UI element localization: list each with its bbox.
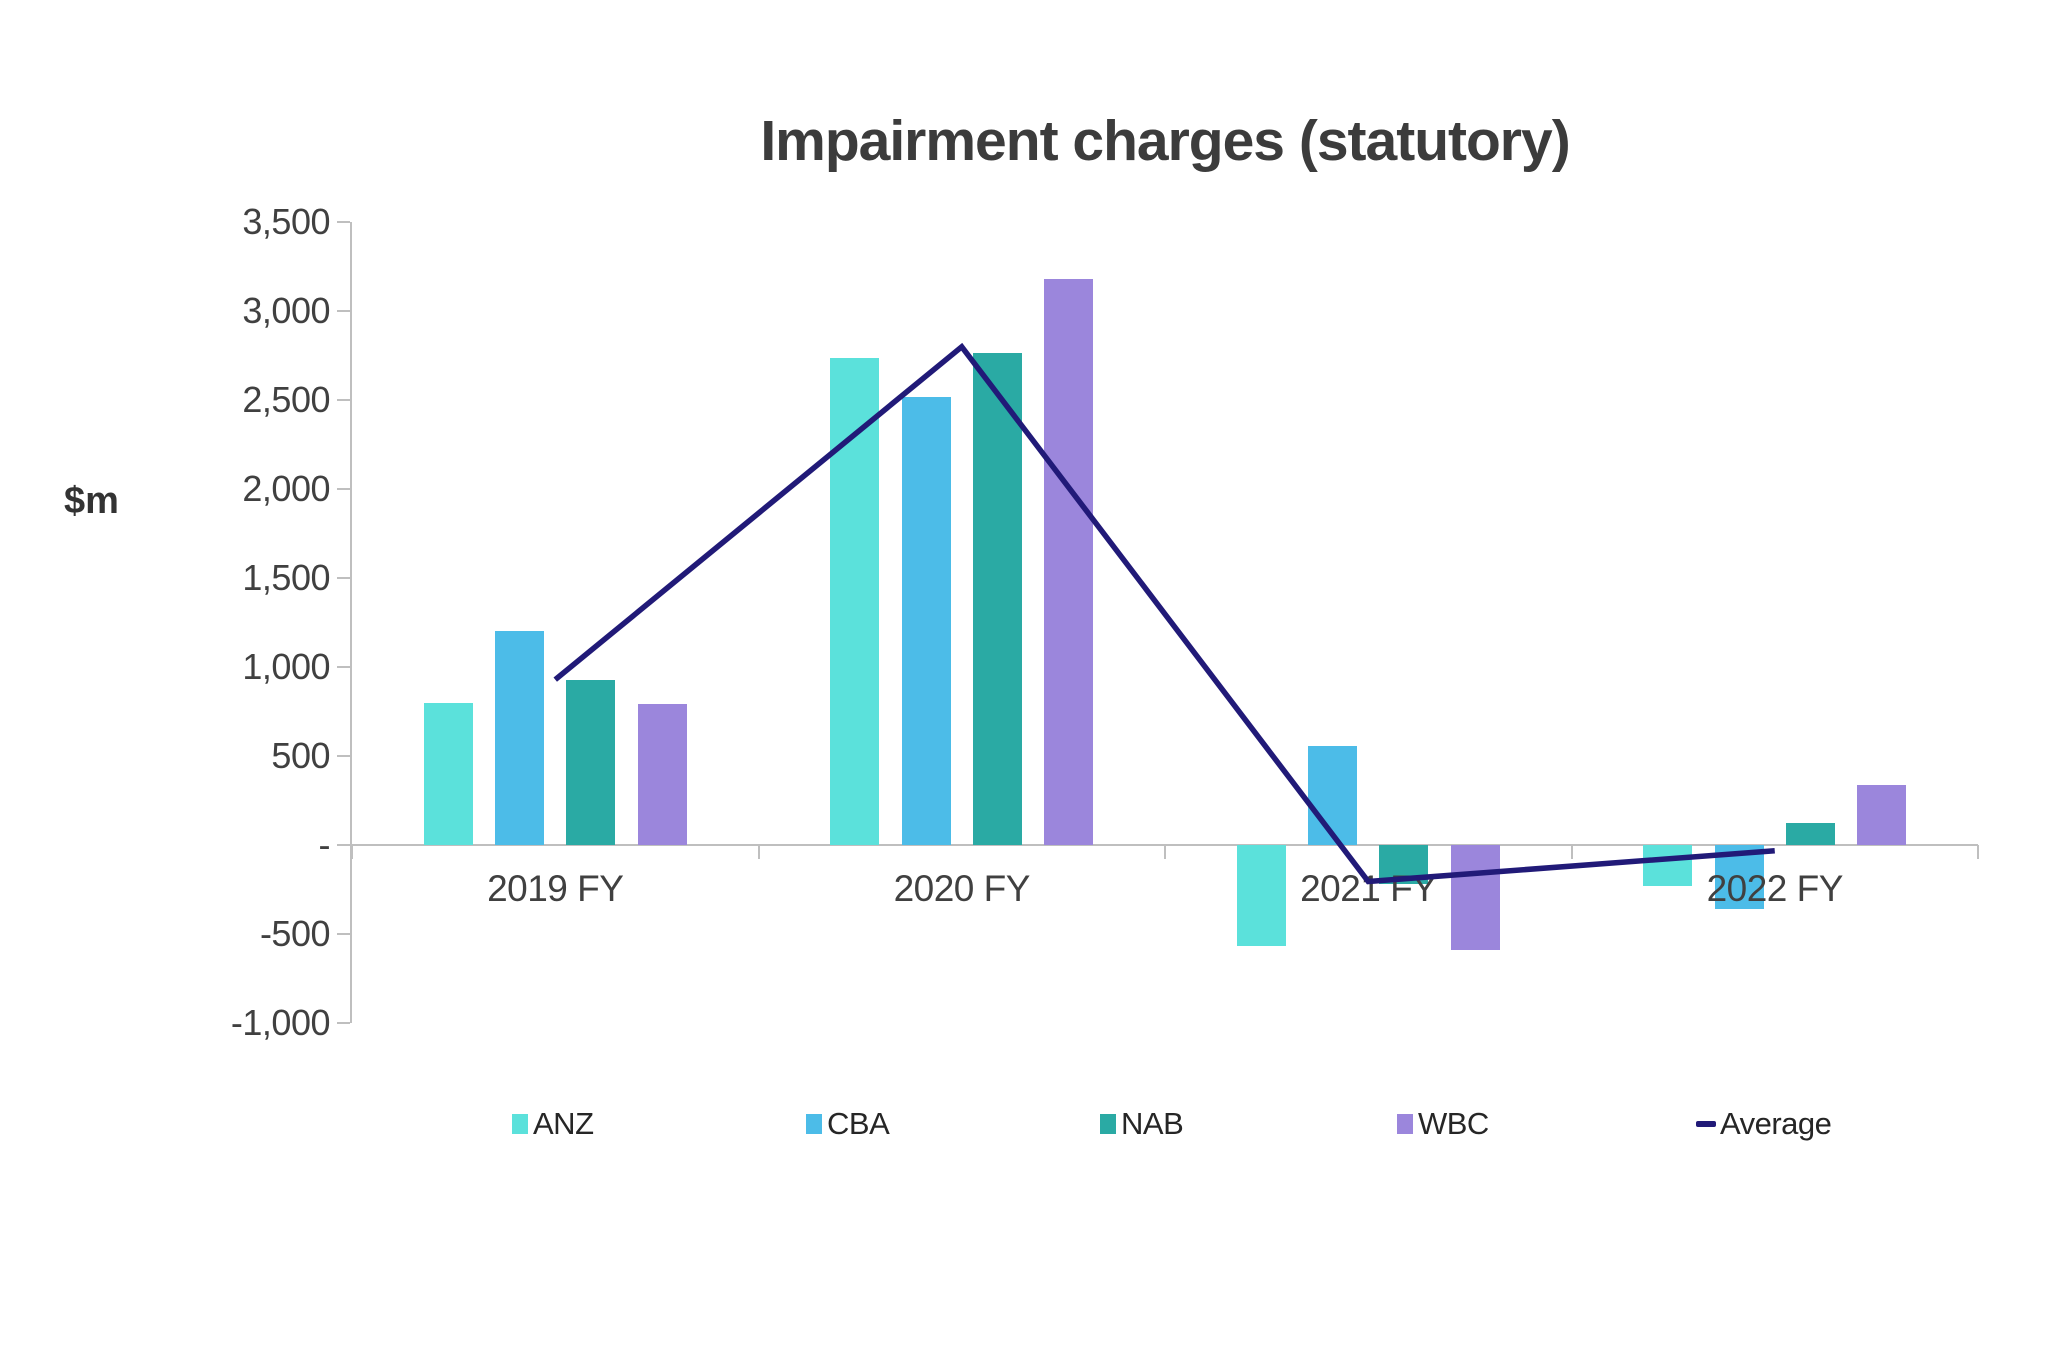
category-tick-mark (1164, 845, 1166, 859)
bar-wbc-2019-fy (637, 703, 687, 845)
legend-label: WBC (1418, 1106, 1489, 1141)
y-tick-label: 500 (271, 735, 330, 776)
y-tick-label: 1,500 (242, 557, 330, 598)
x-axis-label: 2021 FY (1300, 868, 1437, 909)
y-tick-mark (337, 1022, 350, 1024)
bar-wbc-2022-fy (1857, 785, 1907, 845)
y-tick-label: -1,000 (230, 1002, 331, 1043)
legend-item-anz: ANZ (512, 1104, 594, 1144)
bar-cba-2021-fy (1308, 746, 1358, 845)
y-tick-mark (337, 399, 350, 401)
y-axis-title: $m (64, 480, 119, 522)
legend-swatch-icon (1397, 1114, 1413, 1134)
y-tick-label: 2,000 (242, 468, 330, 509)
y-tick-mark (337, 666, 350, 668)
y-tick-mark (337, 310, 350, 312)
bar-cba-2020-fy (901, 396, 951, 845)
bar-anz-2020-fy (830, 357, 880, 845)
y-tick-label: 3,500 (242, 201, 330, 242)
legend-label: CBA (827, 1106, 890, 1141)
legend-swatch-icon (806, 1114, 822, 1134)
y-tick-label: -500 (259, 913, 331, 954)
x-axis-label: 2022 FY (1706, 868, 1844, 909)
legend-label: NAB (1121, 1106, 1184, 1141)
category-tick-mark (351, 845, 353, 859)
y-tick-mark (337, 488, 350, 490)
bar-wbc-2020-fy (1044, 279, 1094, 845)
legend-item-average: Average (1696, 1104, 1832, 1144)
y-tick-mark (337, 755, 350, 757)
legend-item-wbc: WBC (1397, 1104, 1489, 1144)
y-tick-mark (337, 844, 350, 846)
legend-item-cba: CBA (806, 1104, 890, 1144)
x-axis-label: 2019 FY (487, 868, 624, 909)
bar-nab-2020-fy (972, 353, 1022, 845)
category-tick-mark (757, 845, 760, 859)
bar-cba-2019-fy (495, 631, 545, 845)
y-tick-mark (337, 933, 350, 935)
legend-line-dash-icon (1696, 1121, 1716, 1127)
y-tick-mark (337, 577, 350, 579)
y-tick-label: 3,000 (242, 290, 330, 331)
bar-nab-2019-fy (566, 679, 616, 845)
y-tick-label: 1,000 (242, 646, 330, 687)
legend-swatch-icon (512, 1114, 528, 1134)
x-axis-label: 2020 FY (893, 868, 1031, 909)
legend-label: ANZ (533, 1106, 594, 1141)
bar-nab-2022-fy (1785, 822, 1835, 845)
legend-swatch-icon (1100, 1114, 1116, 1134)
chart-title: Impairment charges (statutory) (760, 109, 1570, 173)
category-tick-mark (1977, 845, 1979, 859)
category-tick-mark (1570, 845, 1573, 859)
legend-label: Average (1720, 1106, 1832, 1141)
bar-anz-2019-fy (423, 703, 473, 845)
legend-item-nab: NAB (1100, 1104, 1184, 1144)
y-tick-label: 2,500 (242, 379, 330, 420)
y-tick-mark (337, 221, 350, 223)
y-axis-line (350, 222, 352, 1023)
y-tick-label: - (318, 824, 331, 865)
